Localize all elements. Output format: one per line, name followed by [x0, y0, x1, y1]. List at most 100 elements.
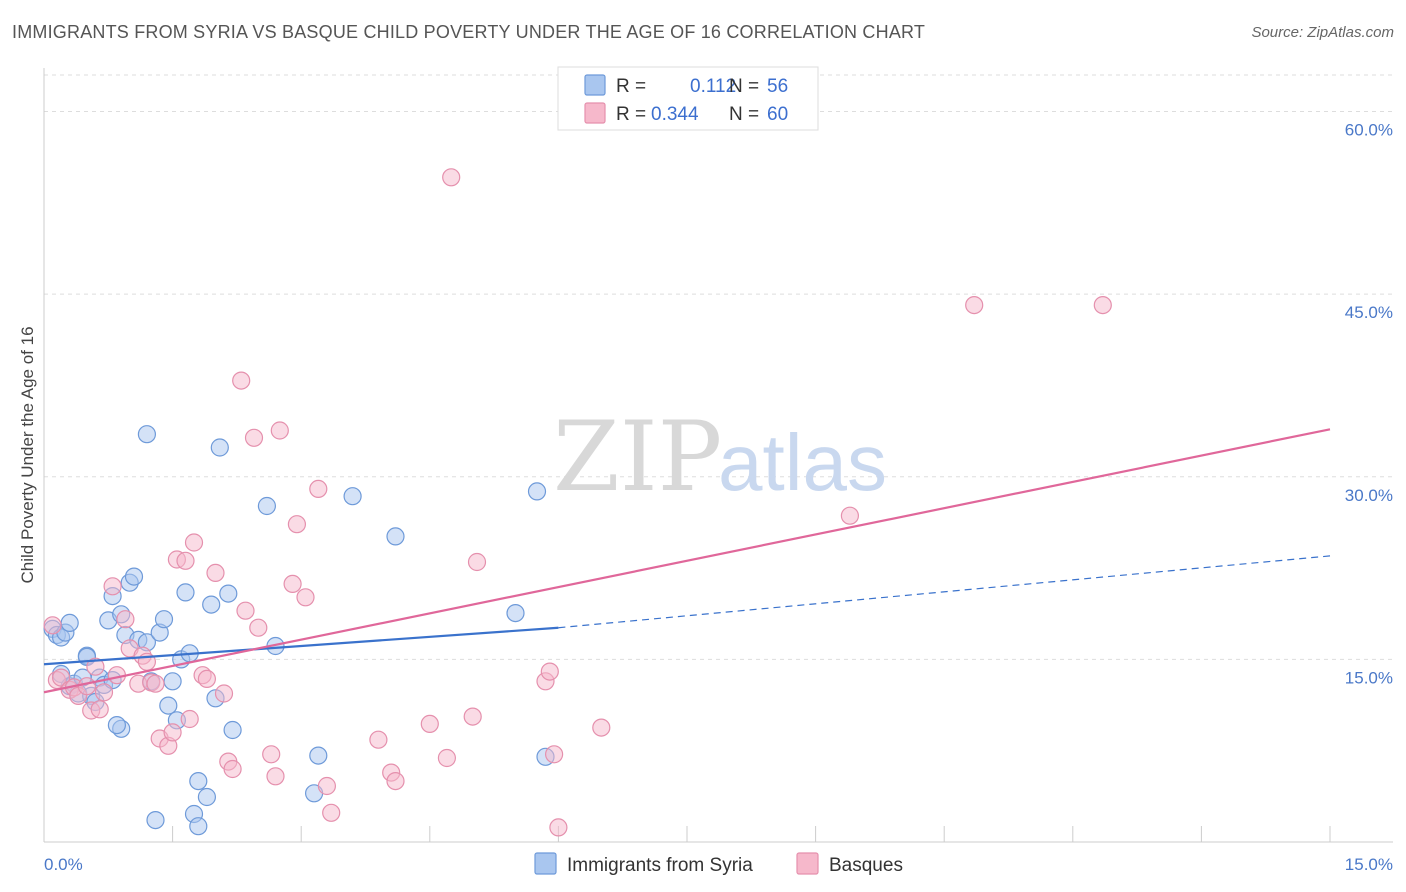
basque-point-0: [43, 616, 62, 635]
syria-point-28: [159, 696, 178, 715]
syria-point-27: [154, 610, 174, 629]
bottom-legend-label-basque: Basques: [829, 855, 903, 876]
basque-point-60: [965, 296, 984, 315]
y-tick-labels: 15.0% 30.0% 45.0% 60.0%: [1345, 121, 1393, 688]
syria-point-35: [197, 787, 216, 807]
y-tick-label-3: 60.0%: [1345, 121, 1393, 140]
syria-point-36: [202, 595, 221, 614]
y-tick-label-0: 15.0%: [1345, 668, 1393, 687]
basque-point-32: [223, 759, 242, 779]
basque-point-51: [442, 168, 461, 187]
basque-point-58: [592, 718, 611, 737]
basque-point-11: [103, 577, 122, 596]
syria-point-46: [506, 603, 525, 623]
basque-point-44: [317, 776, 336, 796]
basque-point-61: [1093, 296, 1112, 315]
chart-title: IMMIGRANTS FROM SYRIA VS BASQUE CHILD PO…: [12, 22, 926, 42]
legend-r-label-syria: R =: [616, 76, 646, 97]
basque-point-50: [437, 748, 456, 768]
trend-line-basque: [43, 428, 1331, 694]
bottom-legend: Immigrants from Syria Basques: [534, 852, 903, 876]
legend-n-label-basque: N =: [729, 104, 759, 125]
basque-point-43: [309, 479, 328, 498]
series-syria-points: [43, 425, 555, 836]
basque-point-52: [463, 707, 482, 726]
legend-swatch-basque: [584, 102, 606, 124]
syria-point-4: [60, 613, 79, 633]
legend-n-value-basque: 60: [767, 104, 788, 125]
basque-point-56: [544, 745, 564, 764]
x-tick-labels: 0.0% 15.0%: [44, 855, 1393, 874]
basque-point-55: [540, 662, 559, 681]
basque-point-46: [369, 730, 388, 749]
chart-source: Source: ZipAtlas.com: [1251, 24, 1394, 41]
watermark-atlas: atlas: [718, 418, 887, 507]
basque-point-34: [236, 601, 255, 620]
y-tick-label-1: 30.0%: [1345, 486, 1393, 505]
syria-point-44: [343, 487, 362, 506]
basque-point-57: [549, 818, 568, 837]
bottom-legend-label-syria: Immigrants from Syria: [567, 855, 753, 876]
legend-r-label-basque: R =: [616, 104, 646, 125]
basque-point-53: [467, 552, 487, 572]
basque-point-49: [420, 714, 439, 734]
top-legend: R = 0.112 N = 56 R = 0.344 N = 60: [557, 66, 819, 131]
watermark: ZIP atlas: [553, 401, 887, 513]
legend-swatch-syria: [584, 74, 606, 96]
basque-point-13: [116, 610, 135, 629]
syria-point-22: [124, 567, 144, 586]
basque-point-25: [180, 709, 199, 729]
basque-point-10: [94, 683, 114, 702]
basque-point-36: [249, 618, 268, 637]
legend-n-value-syria: 56: [767, 76, 788, 97]
trend-lines: [43, 428, 1331, 694]
basque-point-59: [840, 506, 860, 525]
syria-point-47: [527, 482, 547, 501]
y-axis-label: Child Poverty Under the Age of 16: [18, 326, 37, 583]
basque-point-22: [163, 723, 182, 742]
syria-point-45: [386, 527, 405, 546]
x-tick-label-1: 15.0%: [1345, 855, 1393, 874]
basque-point-37: [262, 745, 281, 764]
basque-point-45: [322, 803, 341, 822]
syria-point-39: [223, 720, 242, 740]
bottom-legend-swatch-syria: [534, 852, 557, 875]
basque-point-29: [206, 563, 225, 583]
basque-point-38: [266, 767, 285, 786]
basque-point-33: [232, 371, 251, 390]
grid-lines: [44, 74, 1393, 660]
trend-line-syria: [43, 626, 559, 666]
basque-point-6: [77, 677, 97, 696]
basque-point-8: [86, 657, 105, 676]
x-tick-label-0: 0.0%: [44, 855, 83, 874]
basque-point-48: [386, 771, 405, 791]
basque-point-41: [287, 515, 306, 534]
legend-n-label-syria: N =: [729, 76, 759, 97]
syria-point-40: [257, 496, 276, 516]
syria-point-32: [176, 583, 195, 602]
syria-point-34: [189, 771, 208, 791]
basque-point-9: [90, 700, 109, 719]
basque-point-42: [296, 588, 315, 607]
syria-point-49: [137, 425, 156, 444]
basque-point-40: [283, 574, 302, 594]
syria-point-38: [219, 584, 238, 603]
axes: [43, 68, 1393, 843]
syria-point-51: [146, 810, 165, 830]
syria-point-43: [309, 746, 328, 765]
basque-point-35: [244, 428, 264, 447]
basque-point-24: [176, 551, 195, 570]
basque-point-19: [146, 674, 165, 693]
y-tick-label-2: 45.0%: [1345, 303, 1393, 322]
legend-r-value-syria: 0.112: [690, 76, 736, 97]
syria-point-29: [163, 672, 182, 691]
syria-point-54: [107, 715, 127, 735]
basque-point-26: [184, 533, 204, 552]
watermark-zip: ZIP: [553, 401, 722, 513]
series-basque-points: [43, 168, 1112, 837]
bottom-legend-swatch-basque: [796, 852, 819, 875]
basque-point-28: [197, 669, 216, 689]
syria-point-53: [189, 817, 208, 836]
legend-r-value-basque: 0.344: [651, 104, 699, 125]
